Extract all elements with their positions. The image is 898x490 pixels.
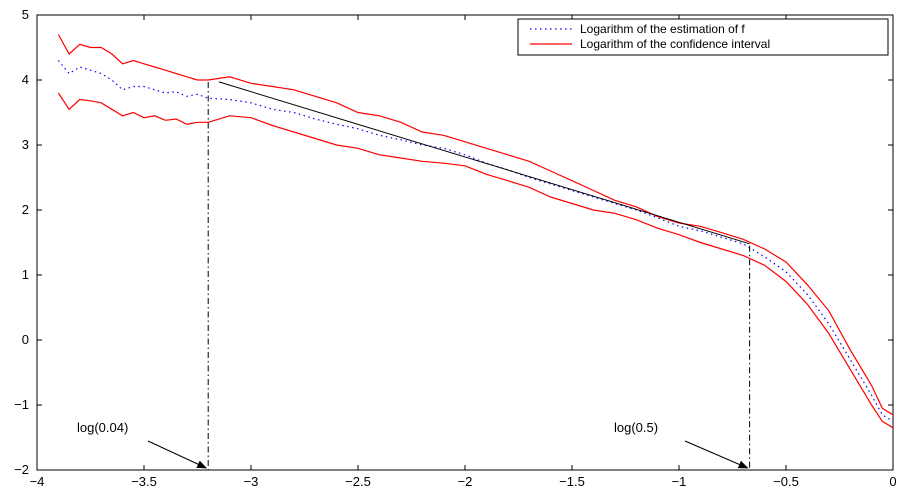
y-tick-label: −1 [14,397,29,412]
legend-label: Logarithm of the estimation of f [580,22,745,36]
x-tick-label: 0 [889,474,896,489]
vertical-markers: log(0.04) log(0.5) [77,81,751,470]
axes: −4 −3.5 −3 −2.5 −2 −1.5 −1 −0.5 0 −2 −1 0 1 2 3 4 5 [14,7,896,489]
x-tick-label: −3 [244,474,259,489]
series-interval-upper-line [57,34,894,416]
y-tick-label: 2 [22,202,29,217]
x-tick-label: −4 [30,474,45,489]
series-group [57,34,894,429]
series-estimate-line [57,60,894,422]
y-tick-label: 3 [22,137,29,152]
y-tick-label: 5 [22,7,29,22]
legend-label: Logarithm of the confidence interval [580,37,770,51]
y-tick-label: 4 [22,72,29,87]
x-tick-label: −1.5 [559,474,585,489]
plot-frame [36,14,894,471]
y-tick-label: −2 [14,462,29,477]
x-tick-label: −1 [672,474,687,489]
x-tick-label: −2.5 [345,474,371,489]
series-fit-line [218,81,750,245]
y-tick-label: 0 [22,332,29,347]
marker-arrow [684,440,749,469]
x-tick-label: −0.5 [773,474,799,489]
series-interval-lower-line [57,92,894,429]
x-tick-label: −3.5 [131,474,157,489]
marker-label: log(0.04) [77,420,128,435]
marker-arrow [147,440,208,469]
x-tick-label: −2 [458,474,473,489]
legend-box [517,18,889,56]
marker-label: log(0.5) [614,420,658,435]
legend: Logarithm of the estimation of fLogarith… [517,18,889,56]
y-tick-label: 1 [22,267,29,282]
